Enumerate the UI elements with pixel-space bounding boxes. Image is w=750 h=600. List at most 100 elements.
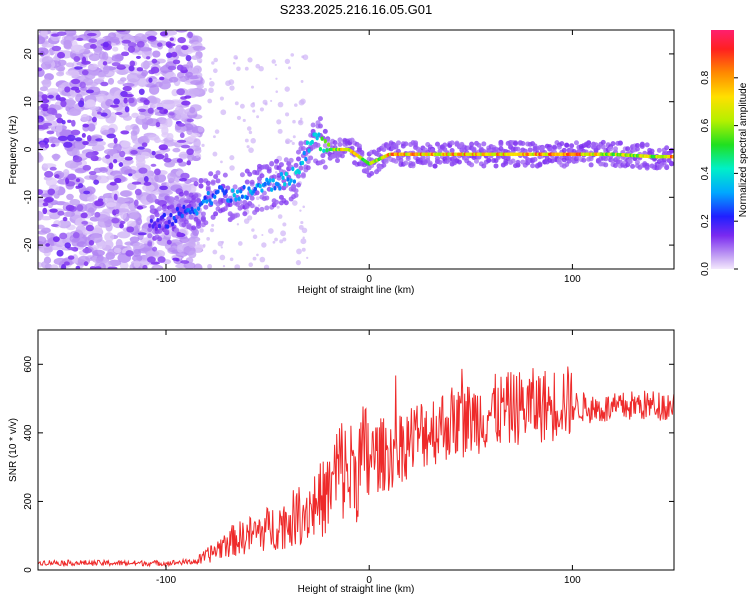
spectrogram-noise-blob (70, 40, 78, 51)
spectrogram-noise-core (113, 159, 118, 164)
spectrogram-ridge-halo (634, 142, 640, 148)
spectrogram-noise-core (163, 109, 168, 114)
spectrogram-ridge-halo (196, 197, 202, 203)
spectrogram-noise-core (97, 111, 102, 115)
spectrogram-ridge-halo (225, 185, 231, 191)
spectrogram-noise-blob (87, 64, 98, 71)
spectrogram-noise-core (122, 86, 132, 92)
spectrogram-noise-blob (137, 135, 150, 145)
spectrogram-ridge-core (157, 223, 162, 229)
spectrogram-ridge-halo (193, 193, 199, 199)
spectrogram-noise-blob (188, 88, 203, 95)
spectrogram-ridge-halo (300, 146, 306, 152)
spectrogram-ridge-halo (166, 239, 172, 245)
spectrogram-ridge-core (265, 177, 269, 183)
spectrogram-noise-core (165, 41, 172, 48)
spectrogram-ridge-halo (410, 161, 416, 167)
spectrogram-noise-blob (153, 265, 161, 269)
spectrogram-faint-dot (285, 138, 291, 145)
spectrogram-noise-core (51, 45, 62, 52)
spectrogram-ridge-halo (232, 184, 238, 190)
spectrogram-noise-core (79, 81, 86, 89)
spectrogram-ridge-halo (249, 179, 255, 185)
spectrogram-noise-blob (142, 184, 155, 192)
spectrogram-faint-dot (236, 223, 240, 226)
spectrogram-faint-dot (290, 53, 295, 57)
spectrogram-ridge-halo (176, 231, 182, 237)
spectrogram-noise-core (73, 55, 81, 63)
spectrogram-faint-dot (300, 80, 304, 83)
spectrogram-faint-dot (261, 233, 264, 236)
spectrogram-ridge-core (182, 204, 186, 210)
spectrogram-ridge-halo (295, 156, 301, 162)
spectrogram-ridge-core (300, 160, 305, 166)
spectrogram-noise-core (127, 45, 136, 53)
spectrogram-noise-core (119, 223, 124, 229)
spectrogram-ridge-core (231, 188, 235, 193)
spectrogram-noise-blob (91, 144, 105, 152)
spectrogram-ridge-core (326, 142, 331, 147)
spectrogram-noise-blob (84, 81, 99, 87)
spectrogram-faint-dot (277, 101, 284, 108)
spectrogram-faint-dot (201, 143, 205, 147)
spectrogram-noise-core (60, 100, 67, 108)
spectrogram-ridge-halo (147, 241, 153, 247)
spectrogram-ridge-core (305, 140, 310, 145)
spectrogram-ridge-core (206, 190, 210, 196)
spectrogram-ridge-halo (266, 168, 272, 174)
spectrogram-ridge-core (281, 175, 285, 181)
spectrogram-ridge-halo (298, 140, 304, 146)
spectrogram-noise-blob (76, 241, 88, 248)
spectrogram-ridge-halo (239, 172, 245, 178)
spectrogram-noise-core (176, 139, 187, 143)
spectrogram-noise-blob (66, 193, 74, 201)
spectrogram-ridge-halo (481, 141, 487, 147)
spectrogram-ridge-halo (569, 143, 575, 149)
spectrogram-noise-blob (132, 125, 140, 135)
spectrogram-noise-blob (103, 148, 118, 155)
colorbar-axes: 0.0 0.2 0.4 0.6 0.8 (700, 70, 738, 276)
spectrogram-noise-core (121, 39, 132, 44)
spectrogram-faint-dot (296, 248, 302, 255)
spectrogram-noise-core (74, 66, 83, 70)
spectrogram-noise-blob (38, 110, 43, 117)
spectrogram-noise-core (51, 223, 59, 227)
spectrogram-ridge-halo (630, 163, 636, 169)
spectrogram-faint-dot (248, 130, 253, 135)
snr-ylabel: SNR (10 * v/v) (8, 418, 19, 482)
spectrogram-noise-core (102, 41, 109, 48)
colorbar-label: Normalized spectral amplitude (738, 82, 749, 217)
spectrogram-noise-blob (109, 111, 117, 122)
spectrogram-noise-blob (40, 30, 48, 38)
spectrogram-ridge-halo (322, 143, 328, 149)
spectrogram-ridge-halo (383, 158, 389, 164)
spectrogram-ridge-halo (432, 163, 438, 169)
spectrogram-ridge-core (172, 215, 176, 221)
spectrogram-noise-core (136, 67, 144, 72)
spectrogram-noise-blob (115, 238, 123, 249)
spectrogram-noise-core (38, 189, 44, 195)
spectrogram-ridge-halo (600, 144, 606, 150)
spectrogram-noise-blob (108, 259, 122, 267)
spectrogram-faint-dot (257, 204, 261, 207)
spectrogram-ridge-core (245, 195, 249, 201)
spectrogram-noise-blob (57, 59, 67, 66)
spectrogram-noise-core (82, 123, 90, 128)
spectrogram-faint-dot (197, 72, 203, 78)
spectrogram-noise-core (49, 166, 57, 171)
spectrogram-faint-dot (251, 228, 255, 232)
spectrogram-ridge-halo (476, 142, 482, 148)
spectrogram-faint-dot (209, 77, 212, 80)
spectrogram-faint-dot (248, 147, 254, 154)
spectrogram-ridge-core (205, 199, 209, 204)
spectrogram-ridge-core (276, 182, 280, 187)
spectrogram-noise-core (80, 212, 88, 219)
spectrogram-ridge-core (229, 198, 233, 203)
spectrogram-noise-core (131, 181, 142, 185)
spectrogram-ridge-halo (632, 156, 638, 162)
spectrogram-ridge-halo (498, 141, 504, 147)
spectrogram-noise-core (57, 210, 65, 216)
spectrogram-faint-dot (276, 119, 282, 125)
spectrogram-noise-blob (188, 239, 196, 248)
